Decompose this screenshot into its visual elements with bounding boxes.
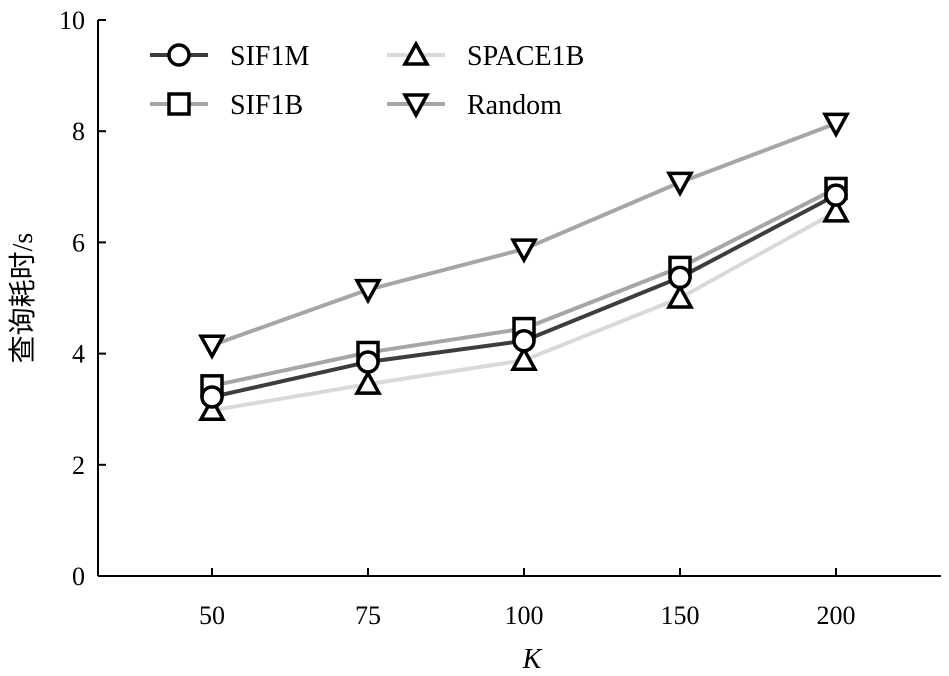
point-space1b xyxy=(354,369,382,395)
point-space1b xyxy=(198,395,226,422)
legend-label: SIF1M xyxy=(230,41,309,72)
x-tick-label: 150 xyxy=(661,601,700,630)
x-tick-label: 50 xyxy=(199,601,225,630)
point-random xyxy=(198,334,226,360)
point-space1b xyxy=(510,345,538,372)
y-tick-label: 2 xyxy=(72,451,85,480)
point-space1b xyxy=(822,197,850,223)
point-space1b xyxy=(666,283,694,309)
x-tick-label: 75 xyxy=(355,601,381,630)
legend: SIF1M SIF1B SPACE1B Random xyxy=(150,40,584,121)
y-tick-label: 4 xyxy=(72,340,85,369)
markers-space1b xyxy=(198,197,850,422)
legend-label: SIF1B xyxy=(230,90,303,121)
legend-item-sif1m: SIF1M xyxy=(150,41,309,72)
point-sif1m xyxy=(356,350,380,374)
legend-marker xyxy=(402,93,430,119)
markers-sif1m xyxy=(200,183,848,409)
y-tick-label: 10 xyxy=(59,6,85,35)
markers-random xyxy=(198,112,850,360)
point-sif1m xyxy=(824,183,848,207)
point-random xyxy=(354,278,382,305)
legend-marker xyxy=(167,43,191,67)
y-tick-label: 6 xyxy=(72,228,85,257)
legend-item-sif1b: SIF1B xyxy=(150,90,303,121)
x-tick-label: 200 xyxy=(817,601,856,630)
y-axis-title: 查询耗时/s xyxy=(7,233,39,364)
axes: 0 2 4 6 8 10 50 75 100 150 200 xyxy=(59,6,941,630)
point-sif1m xyxy=(512,329,536,353)
x-tick-label: 100 xyxy=(505,601,544,630)
x-axis-title: K xyxy=(522,644,543,675)
legend-marker xyxy=(167,92,191,116)
legend-label: SPACE1B xyxy=(467,41,584,72)
legend-label: Random xyxy=(467,90,562,121)
point-random xyxy=(510,238,538,264)
legend-item-random: Random xyxy=(387,90,562,121)
legend-marker xyxy=(402,40,430,66)
series-layer xyxy=(198,112,850,422)
legend-item-space1b: SPACE1B xyxy=(387,40,584,72)
point-sif1m xyxy=(200,385,224,409)
point-random xyxy=(666,171,694,197)
y-tick-label: 8 xyxy=(72,117,85,146)
point-random xyxy=(822,112,850,139)
y-tick-label: 0 xyxy=(72,562,85,591)
point-sif1m xyxy=(668,265,692,290)
